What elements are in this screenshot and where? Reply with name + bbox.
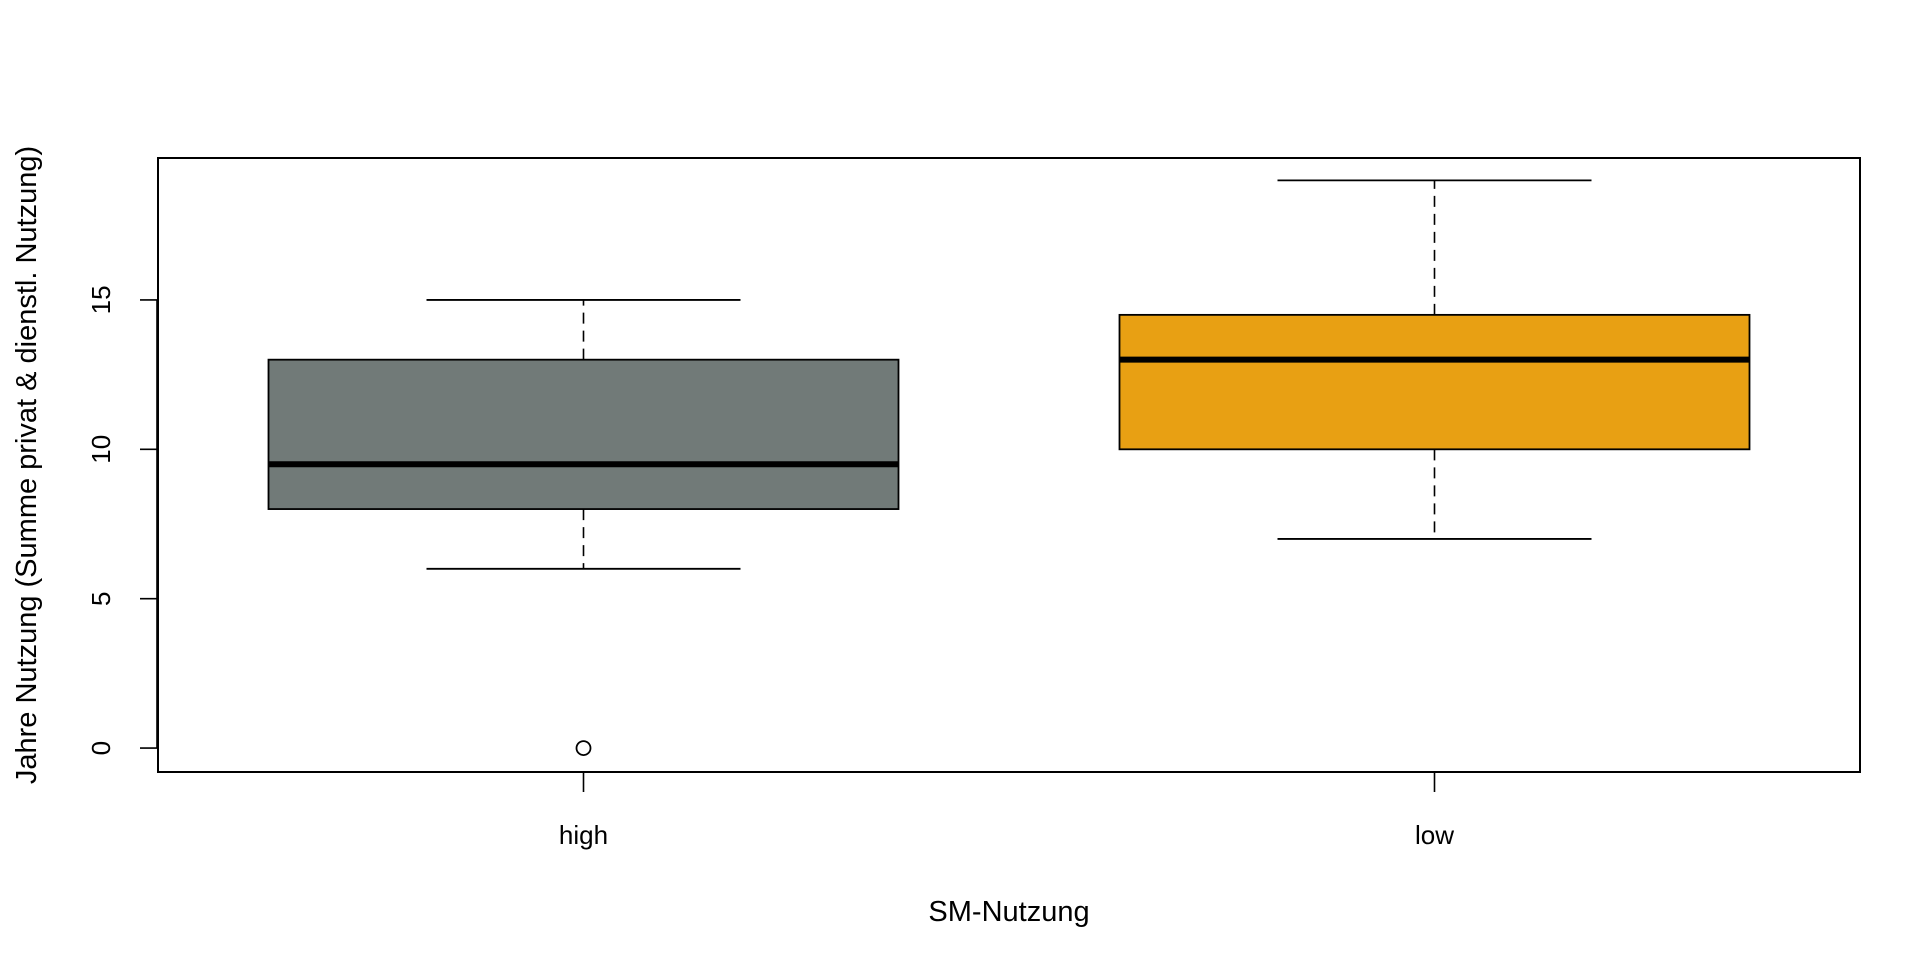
- x-axis: high low: [559, 772, 1454, 850]
- x-tick-label: low: [1415, 820, 1454, 850]
- y-tick-label: 10: [86, 435, 116, 464]
- plot-frame: [157, 157, 1861, 773]
- x-axis-title: SM-Nutzung: [928, 896, 1089, 928]
- box-body: [1118, 313, 1751, 451]
- box-low: [1118, 179, 1751, 540]
- y-axis-title: Jahre Nutzung (Summe privat & dienstl. N…: [11, 146, 43, 784]
- y-tick-label: 5: [86, 591, 116, 605]
- y-tick-label: 0: [86, 741, 116, 755]
- box-high: [267, 299, 900, 756]
- box-body: [267, 358, 900, 510]
- y-tick-label: 15: [86, 285, 116, 314]
- y-axis: 0 5 10 15: [86, 285, 158, 755]
- boxes-layer: [267, 179, 1751, 756]
- x-tick-label: high: [559, 820, 608, 850]
- outlier-point: [575, 740, 592, 756]
